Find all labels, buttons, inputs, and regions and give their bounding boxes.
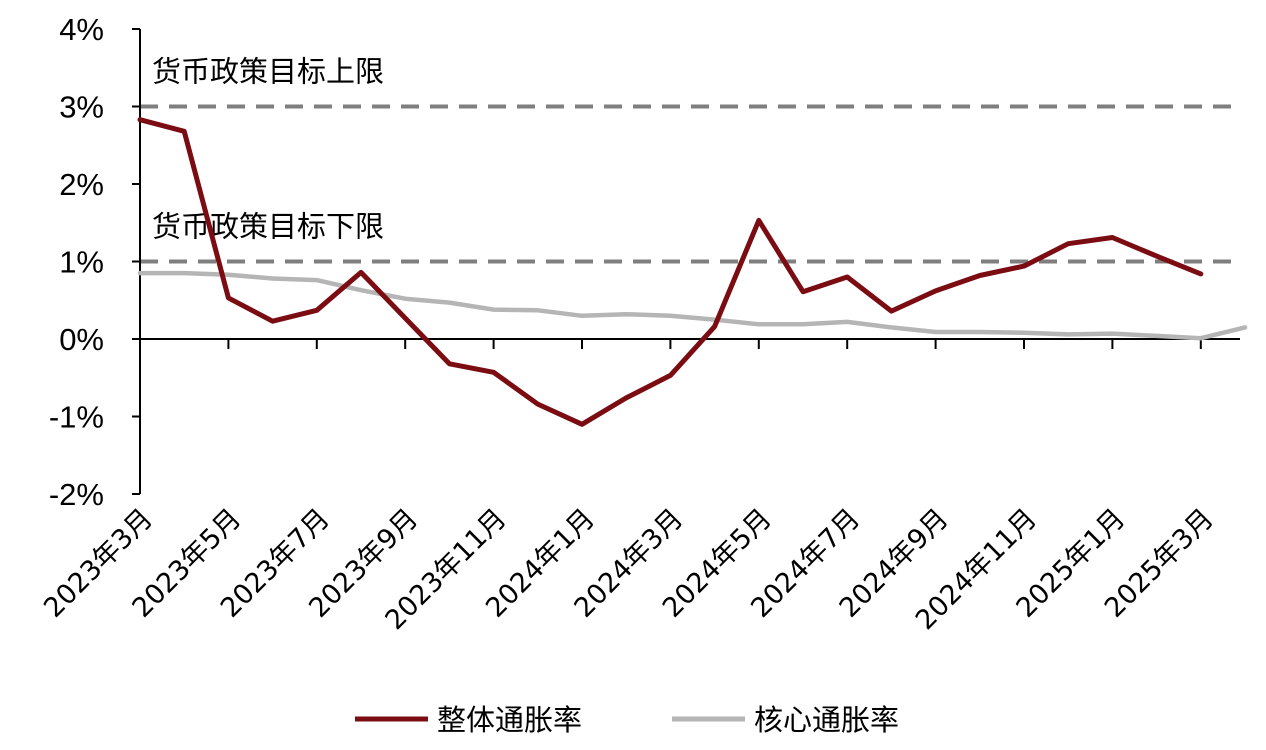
series-line-core: [137, 270, 1248, 341]
reference-label-0: 货币政策目标上限: [152, 55, 384, 89]
series-lines: [137, 117, 1248, 427]
reference-label-1: 货币政策目标下限: [152, 210, 384, 244]
y-tick-label: 0%: [59, 322, 104, 357]
y-tick-label: -2%: [49, 477, 104, 512]
y-tick-label: 3%: [59, 90, 104, 125]
legend-label-headline: 整体通胀率: [437, 703, 582, 737]
series-line-headline: [137, 117, 1204, 427]
y-tick-label: -1%: [49, 400, 104, 435]
y-axis-ticks: -2% -1% 0% 1% 2% 3% 4%: [49, 12, 140, 512]
legend: 整体通胀率 核心通胀率: [355, 703, 899, 737]
y-tick-label: 1%: [59, 245, 104, 280]
legend-label-core: 核心通胀率: [754, 703, 899, 737]
y-tick-label: 2%: [59, 167, 104, 202]
y-tick-label: 4%: [59, 12, 104, 47]
x-axis-ticks: 2023年3月2023年5月2023年7月2023年9月2023年11月2024…: [38, 339, 1220, 636]
